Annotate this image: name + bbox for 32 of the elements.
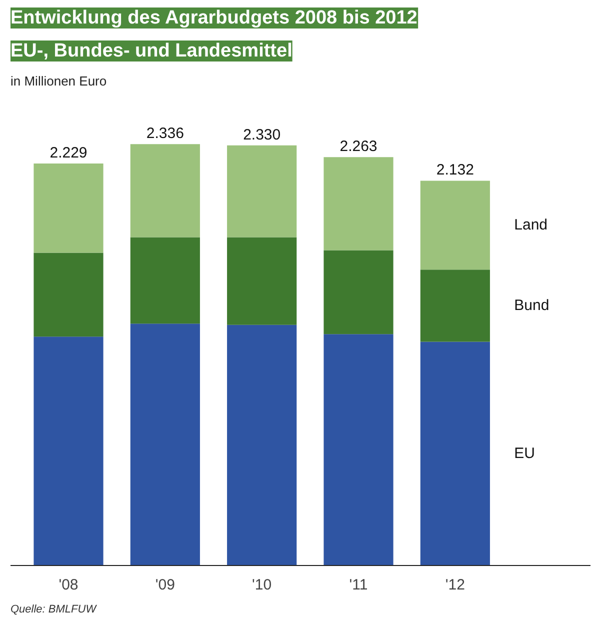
bar bbox=[227, 145, 297, 238]
annotation: 2.330 bbox=[243, 126, 281, 144]
x-tick-label: '12 bbox=[445, 576, 465, 594]
bar bbox=[130, 237, 200, 324]
x-tick-label: '10 bbox=[252, 576, 272, 594]
bar bbox=[324, 250, 394, 334]
bar bbox=[34, 336, 104, 566]
bar bbox=[130, 144, 200, 238]
annotation: 2.229 bbox=[50, 144, 88, 162]
series-label: EU bbox=[514, 445, 535, 462]
annotation: 2.263 bbox=[340, 138, 378, 156]
x-tick-label: '08 bbox=[58, 576, 78, 594]
bar bbox=[34, 252, 104, 337]
series-label: Land bbox=[514, 216, 548, 234]
y-axis-title: in Millionen Euro bbox=[10, 74, 107, 88]
bar bbox=[130, 324, 200, 566]
chart-subtitle: EU-, Bundes- und Landesmittel bbox=[10, 40, 292, 62]
bar bbox=[324, 157, 394, 250]
x-tick-label: '09 bbox=[155, 576, 175, 594]
x-tick-label: '11 bbox=[349, 576, 368, 594]
bar bbox=[420, 180, 490, 270]
chart-title: Entwicklung des Agrarbudgets 2008 bis 2012 bbox=[10, 8, 418, 28]
bar bbox=[227, 324, 297, 566]
bar bbox=[420, 270, 490, 342]
bar bbox=[227, 237, 297, 325]
bar bbox=[324, 334, 394, 566]
bar bbox=[420, 342, 490, 566]
annotation: 2.132 bbox=[436, 162, 474, 179]
series-label: Bund bbox=[514, 297, 550, 314]
annotation: 2.336 bbox=[146, 125, 184, 142]
bar bbox=[34, 163, 104, 253]
source-note: Quelle: BMLFUW bbox=[10, 604, 98, 616]
